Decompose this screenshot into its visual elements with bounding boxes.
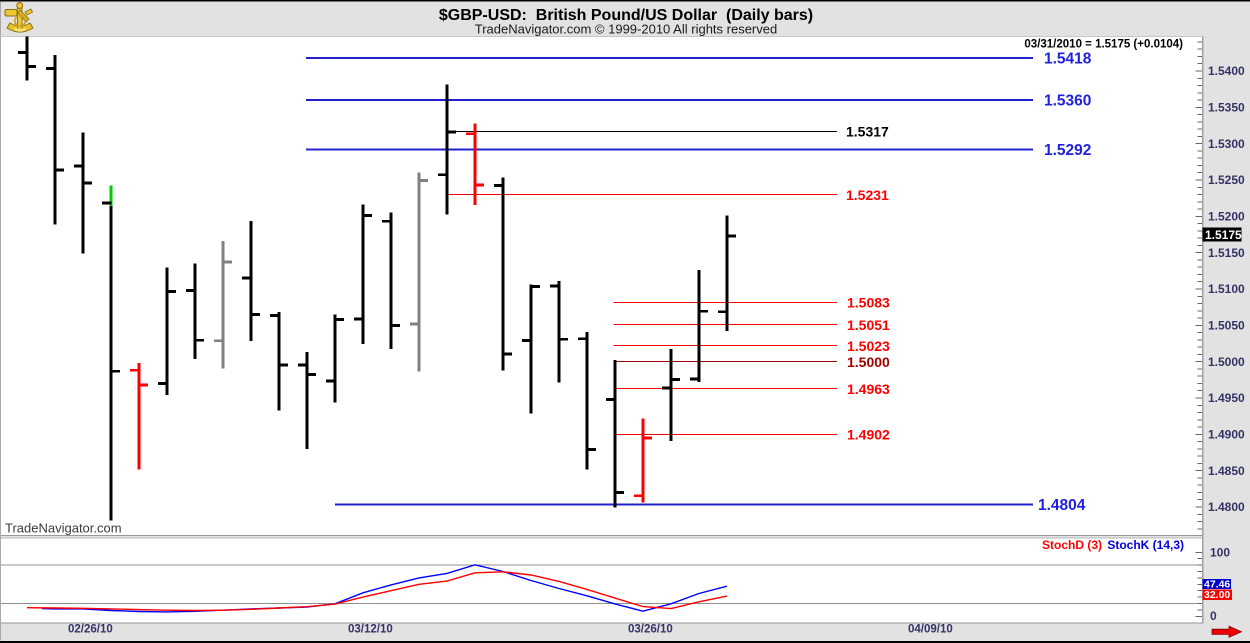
svg-text:1.4902: 1.4902 <box>847 427 890 443</box>
svg-text:1.4963: 1.4963 <box>847 381 890 397</box>
svg-text:47.46: 47.46 <box>1204 579 1230 591</box>
svg-text:1.4950: 1.4950 <box>1208 391 1245 405</box>
svg-text:100: 100 <box>1210 545 1230 559</box>
svg-text:1.5000: 1.5000 <box>1208 355 1245 369</box>
svg-text:1.5051: 1.5051 <box>847 317 890 333</box>
svg-text:TradeNavigator.com © 1999-2010: TradeNavigator.com © 1999-2010 All right… <box>475 22 777 37</box>
svg-text:$GBP-USD: British Pound/US Do: $GBP-USD: British Pound/US Dollar (Daily… <box>439 7 813 24</box>
svg-text:1.5200: 1.5200 <box>1208 210 1245 224</box>
svg-text:1.5231: 1.5231 <box>846 187 889 203</box>
svg-text:1.4800: 1.4800 <box>1208 500 1245 514</box>
svg-text:1.5100: 1.5100 <box>1208 282 1245 296</box>
svg-text:04/09/10: 04/09/10 <box>908 624 953 636</box>
svg-text:1.5150: 1.5150 <box>1208 246 1245 260</box>
svg-text:StochK (14,3): StochK (14,3) <box>1107 538 1184 552</box>
svg-text:1.5400: 1.5400 <box>1208 64 1245 78</box>
svg-text:1.5050: 1.5050 <box>1208 319 1245 333</box>
svg-text:1.5000: 1.5000 <box>847 354 890 370</box>
svg-text:0: 0 <box>1210 609 1217 623</box>
svg-text:1.4850: 1.4850 <box>1208 464 1245 478</box>
svg-text:1.4900: 1.4900 <box>1208 428 1245 442</box>
svg-text:1.5292: 1.5292 <box>1044 142 1091 159</box>
svg-text:32.00: 32.00 <box>1204 589 1230 601</box>
svg-text:1.5300: 1.5300 <box>1208 137 1245 151</box>
svg-text:1.5083: 1.5083 <box>847 295 890 311</box>
svg-text:1.5360: 1.5360 <box>1044 93 1091 110</box>
svg-text:1.5317: 1.5317 <box>846 124 889 140</box>
svg-text:TradeNavigator.com: TradeNavigator.com <box>5 521 122 536</box>
svg-text:1.5350: 1.5350 <box>1208 101 1245 115</box>
svg-text:02/26/10: 02/26/10 <box>68 624 113 636</box>
svg-text:1.5250: 1.5250 <box>1208 173 1245 187</box>
svg-text:1.5175: 1.5175 <box>1205 228 1242 242</box>
svg-text:03/26/10: 03/26/10 <box>628 624 673 636</box>
svg-text:StochD (3): StochD (3) <box>1042 538 1102 552</box>
svg-text:03/12/10: 03/12/10 <box>348 624 393 636</box>
svg-text:03/31/2010 = 1.5175 (+0.0104): 03/31/2010 = 1.5175 (+0.0104) <box>1024 39 1183 51</box>
svg-text:1.5023: 1.5023 <box>847 338 890 354</box>
svg-text:1.4804: 1.4804 <box>1038 497 1086 514</box>
svg-text:1.5418: 1.5418 <box>1044 51 1092 68</box>
